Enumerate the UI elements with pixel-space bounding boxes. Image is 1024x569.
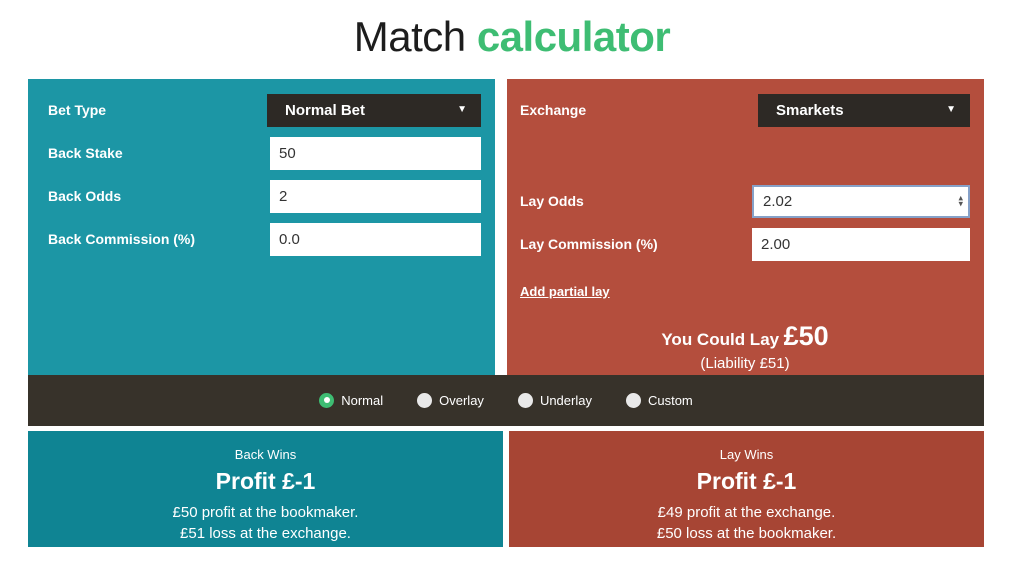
radio-underlay-dot: [517, 392, 533, 408]
results-row: Back Wins Profit £-1 £50 profit at the b…: [28, 430, 984, 547]
number-spinner[interactable]: ▴ ▾: [958, 192, 963, 209]
back-commission-input[interactable]: [270, 222, 481, 256]
back-wins-profit: Profit £-1: [215, 467, 316, 494]
lay-commission-label: Lay Commission (%): [520, 236, 658, 253]
spacer: [520, 137, 970, 185]
spinner-up-icon[interactable]: ▴: [958, 192, 963, 203]
radio-overlay[interactable]: Overlay: [417, 392, 484, 408]
lay-summary-prefix: You Could Lay: [661, 329, 780, 349]
back-odds-row: Back Odds: [48, 179, 481, 213]
radio-underlay-label: Underlay: [539, 392, 592, 408]
back-wins-result: Back Wins Profit £-1 £50 profit at the b…: [28, 430, 503, 547]
lay-odds-input[interactable]: [752, 184, 970, 218]
lay-wins-profit: Profit £-1: [696, 467, 797, 494]
lay-summary-amount: £50: [783, 320, 829, 351]
back-commission-label: Back Commission (%): [48, 231, 196, 248]
radio-custom-label: Custom: [647, 392, 693, 408]
bet-type-dropdown[interactable]: Normal Bet ▼: [267, 93, 481, 127]
bet-type-row: Bet Type Normal Bet ▼: [48, 93, 481, 127]
lay-wins-result: Lay Wins Profit £-1 £49 profit at the ex…: [509, 430, 984, 547]
lay-wins-line-2: £50 loss at the bookmaker.: [656, 524, 837, 542]
spinner-down-icon[interactable]: ▾: [958, 198, 963, 209]
lay-panel: Exchange Smarkets ▼ Lay Odds ▴ ▾: [507, 78, 984, 375]
radio-normal-dot: [319, 392, 335, 408]
lay-odds-label: Lay Odds: [520, 193, 584, 210]
match-calculator: Bet Type Normal Bet ▼ Back Stake Back Od…: [28, 78, 984, 547]
exchange-row: Exchange Smarkets ▼: [520, 93, 970, 127]
lay-commission-row: Lay Commission (%): [520, 227, 970, 261]
back-stake-input[interactable]: [270, 136, 481, 170]
chevron-down-icon: ▼: [946, 104, 956, 116]
radio-normal[interactable]: Normal: [319, 392, 384, 408]
exchange-value: Smarkets: [776, 101, 844, 119]
lay-wins-line-1: £49 profit at the exchange.: [657, 503, 836, 521]
radio-custom[interactable]: Custom: [625, 392, 693, 408]
lay-commission-input-wrap: [752, 227, 970, 261]
radio-overlay-label: Overlay: [439, 392, 484, 408]
add-partial-lay-link[interactable]: Add partial lay: [520, 283, 610, 299]
back-wins-heading: Back Wins: [234, 446, 297, 462]
lay-odds-input-wrap: ▴ ▾: [752, 184, 970, 218]
back-stake-row: Back Stake: [48, 136, 481, 170]
back-commission-row: Back Commission (%): [48, 222, 481, 256]
bet-type-value: Normal Bet: [285, 101, 366, 119]
lay-commission-input[interactable]: [752, 227, 970, 261]
back-wins-line-1: £50 profit at the bookmaker.: [172, 503, 359, 521]
back-panel: Bet Type Normal Bet ▼ Back Stake Back Od…: [28, 78, 495, 375]
title-word-match: Match: [353, 13, 466, 60]
radio-underlay[interactable]: Underlay: [517, 392, 592, 408]
exchange-label: Exchange: [520, 102, 587, 119]
inputs-row: Bet Type Normal Bet ▼ Back Stake Back Od…: [28, 78, 984, 375]
back-stake-label: Back Stake: [48, 145, 123, 162]
title-word-calculator: calculator: [476, 13, 671, 60]
back-odds-label: Back Odds: [48, 188, 122, 205]
bet-type-label: Bet Type: [48, 102, 107, 119]
radio-custom-dot: [625, 392, 641, 408]
back-wins-line-2: £51 loss at the exchange.: [180, 524, 351, 542]
lay-summary: You Could Lay £50: [520, 321, 970, 352]
liability-note: (Liability £51): [700, 354, 790, 372]
chevron-down-icon: ▼: [457, 104, 467, 116]
radio-overlay-dot: [417, 392, 433, 408]
radio-normal-label: Normal: [341, 392, 384, 408]
lay-odds-row: Lay Odds ▴ ▾: [520, 184, 970, 218]
lay-wins-heading: Lay Wins: [719, 446, 774, 462]
page-title: Match calculator: [0, 0, 1024, 65]
back-odds-input[interactable]: [270, 179, 481, 213]
exchange-dropdown[interactable]: Smarkets ▼: [758, 93, 970, 127]
mode-selector-bar: Normal Overlay Underlay Custom: [28, 374, 984, 426]
